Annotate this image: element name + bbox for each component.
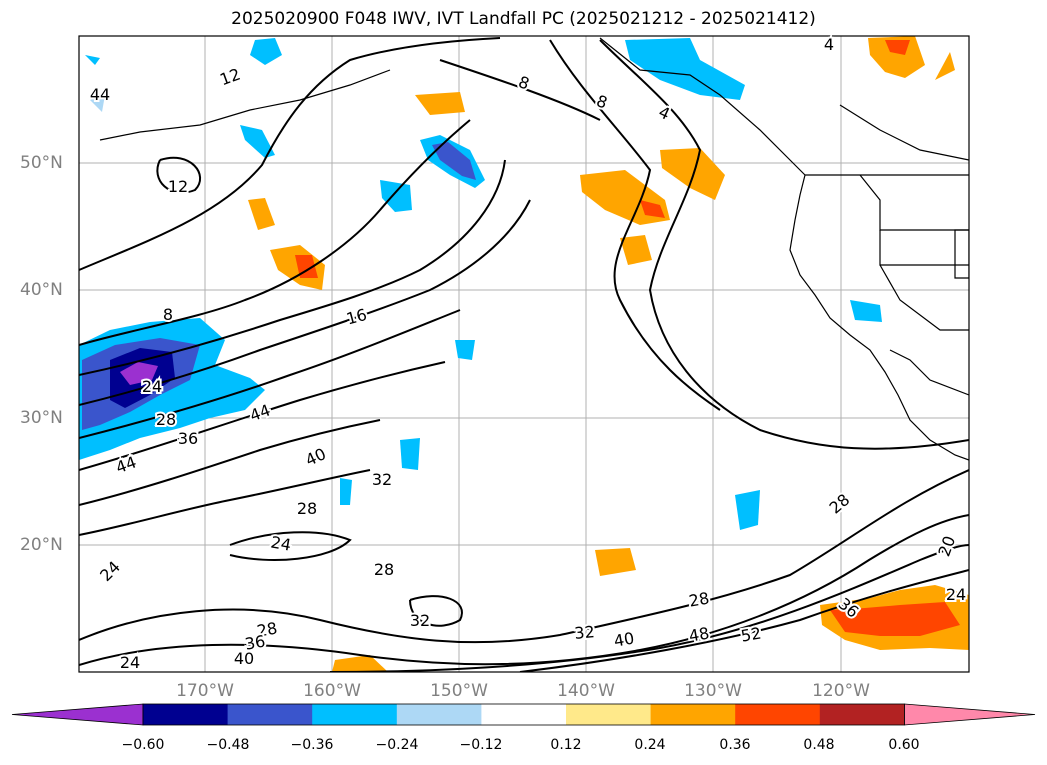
plot-frame — [78, 35, 970, 673]
contour-label-halo: 28 — [156, 410, 176, 429]
contour-label: 8 — [594, 91, 610, 112]
contour-label: 24 — [269, 532, 292, 554]
colorbar-tick-label: −0.60 — [121, 737, 165, 753]
contour-label: 28 — [374, 560, 394, 579]
colorbar-tick-label: 0.12 — [550, 737, 582, 753]
contour-label-halo: 24 — [120, 653, 140, 672]
contour-label-halo: 24 — [946, 585, 966, 604]
contour-label: 8 — [163, 305, 173, 324]
colorbar-swatch — [566, 704, 652, 725]
chart-title: 2025020900 F048 IWV, IVT Landfall PC (20… — [231, 9, 816, 29]
colorbar-swatch — [735, 704, 821, 725]
colorbar-tick-label: 0.48 — [803, 737, 835, 753]
lon-label: 140°W — [557, 681, 615, 701]
colorbar-extend-left — [11, 703, 144, 726]
contour-label: 20 — [934, 533, 959, 559]
contour-label: 28 — [826, 490, 854, 518]
contour-label: 44 — [113, 452, 139, 477]
lon-label: 160°W — [303, 681, 361, 701]
lon-label: 150°W — [430, 681, 488, 701]
contour-label-halo: 28 — [687, 588, 710, 610]
colorbar — [11, 703, 1036, 726]
colorbar-swatch — [650, 704, 736, 725]
colorbar-tick-label: 0.24 — [634, 737, 666, 753]
contour-label-halo: 28 — [374, 560, 394, 579]
contour-label-halo: 32 — [410, 611, 430, 630]
contour-label-halo: 44 — [90, 85, 110, 104]
contour-label: 44 — [90, 85, 110, 104]
contour-label: 32 — [574, 622, 596, 643]
contour-label: 24 — [120, 653, 140, 672]
contour-label-halo: 28 — [297, 499, 317, 518]
contour-label: 4 — [824, 35, 834, 54]
lat-label: 20°N — [20, 535, 63, 555]
colorbar-swatch — [481, 704, 567, 725]
contour-label-halo: 12 — [168, 177, 188, 196]
lat-label: 30°N — [20, 408, 63, 428]
lat-label: 50°N — [20, 153, 63, 173]
contour-label: 32 — [410, 611, 430, 630]
contour-label: 24 — [946, 585, 966, 604]
contour-label: 36 — [243, 631, 266, 653]
contour-label: 28 — [255, 618, 278, 640]
contour-label: 16 — [344, 305, 369, 329]
contour-label: 24 — [96, 557, 124, 585]
contour-label: 28 — [297, 499, 317, 518]
contour-label: 44 — [247, 400, 273, 425]
colorbar-extend-right — [904, 703, 1036, 726]
colorbar-frame — [142, 703, 905, 726]
contour-label: 24 — [142, 377, 162, 396]
contour-label-halo: 36 — [178, 429, 198, 448]
colorbar-tick-label: −0.24 — [375, 737, 419, 753]
contour-label-halo: 8 — [163, 305, 173, 324]
colorbar-tick-label: −0.36 — [290, 737, 334, 753]
colorbar-swatch — [227, 704, 313, 725]
contour-label: 36 — [178, 429, 198, 448]
colorbar-tick-label: 0.36 — [719, 737, 751, 753]
coastlines — [99, 37, 969, 461]
colorbar-swatch — [819, 704, 905, 725]
positive-pc-patches — [248, 36, 969, 672]
colorbar-swatch — [396, 704, 482, 725]
contour-label-halo: 32 — [574, 622, 596, 643]
colorbar-tick-label: −0.48 — [206, 737, 250, 753]
ivt-contours — [79, 37, 969, 672]
contour-label: 40 — [302, 444, 328, 470]
contour-label: 32 — [372, 470, 392, 489]
contour-label-halo: 40 — [234, 649, 254, 668]
lon-label: 130°W — [684, 681, 742, 701]
colorbar-tick-label: −0.12 — [459, 737, 503, 753]
negative-pc-patches — [79, 38, 882, 530]
colorbar-swatch — [143, 704, 229, 725]
lon-label: 120°W — [812, 681, 870, 701]
contour-label: 28 — [156, 410, 176, 429]
contour-label-halo: 4 — [824, 35, 834, 54]
contour-label: 52 — [739, 623, 762, 645]
colorbar-swatch — [312, 704, 398, 725]
contour-label: 40 — [612, 628, 635, 650]
contour-label-halo: 24 — [142, 377, 162, 396]
contour-label: 48 — [687, 623, 710, 645]
gridlines — [79, 36, 969, 672]
contour-label: 12 — [168, 177, 188, 196]
contour-label: 4 — [656, 102, 673, 124]
contour-label: 28 — [687, 588, 710, 610]
lat-label: 40°N — [20, 280, 63, 300]
contour-label: 12 — [217, 64, 243, 89]
contour-label: 40 — [234, 649, 254, 668]
colorbar-tick-label: 0.60 — [888, 737, 920, 753]
contour-label-halo: 32 — [372, 470, 392, 489]
lon-label: 170°W — [176, 681, 234, 701]
